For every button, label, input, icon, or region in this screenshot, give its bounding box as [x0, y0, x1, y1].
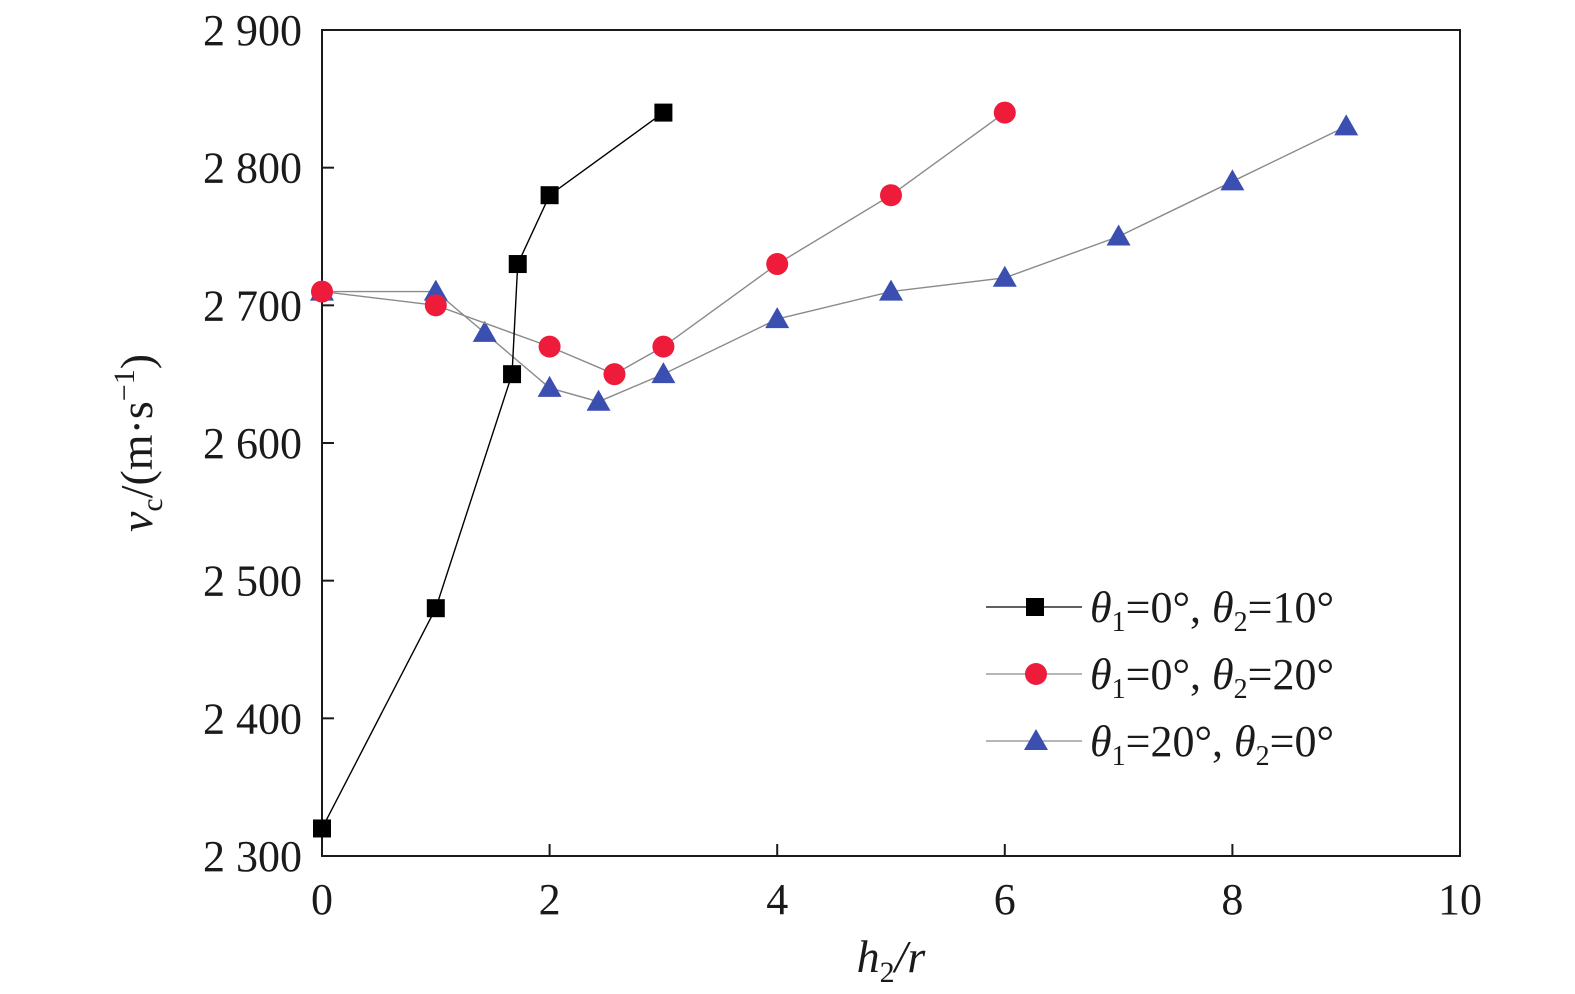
x-axis-ticks: 0 2 4 6 8 10	[311, 844, 1482, 924]
y-tick-label: 2 500	[203, 557, 302, 606]
data-point-square	[313, 819, 331, 838]
data-point-circle	[766, 253, 789, 276]
data-point-circle	[424, 294, 447, 317]
data-point-triangle	[537, 375, 562, 397]
data-point-triangle	[472, 320, 497, 342]
y-tick-label: 2 400	[203, 694, 302, 743]
data-point-triangle	[586, 389, 611, 411]
legend-marker-square	[1026, 598, 1044, 616]
series-line	[321, 112, 664, 829]
data-point-square	[426, 599, 445, 618]
legend-entry-series-2: θ1=0°, θ2=20°	[986, 650, 1334, 705]
x-tick-label: 8	[1221, 875, 1243, 924]
legend-marker-circle	[1025, 663, 1047, 685]
x-tick-label: 2	[539, 875, 561, 924]
y-tick-label: 2 900	[203, 6, 302, 55]
x-tick-label: 4	[766, 875, 788, 924]
series-line	[321, 112, 1006, 375]
legend-label-series-1: θ1=0°, θ2=10°	[1090, 583, 1334, 638]
series-line	[322, 125, 1347, 403]
data-point-triangle	[992, 265, 1017, 287]
series-2	[311, 101, 1016, 386]
legend-entry-series-1: θ1=0°, θ2=10°	[986, 583, 1334, 638]
data-point-triangle	[765, 307, 790, 329]
data-point-triangle	[423, 279, 448, 301]
data-point-triangle	[651, 362, 676, 384]
x-tick-label: 0	[311, 875, 333, 924]
data-point-triangle	[879, 279, 903, 301]
legend-entry-series-3: θ1=20°, θ2=0°	[986, 717, 1334, 772]
data-point-square	[654, 103, 673, 122]
data-point-circle	[311, 280, 333, 303]
legend-label-series-3: θ1=20°, θ2=0°	[1090, 717, 1334, 772]
data-point-circle	[538, 335, 561, 358]
data-point-circle	[603, 363, 626, 386]
data-point-square	[508, 255, 527, 274]
legend-label-series-2: θ1=0°, θ2=20°	[1090, 650, 1334, 705]
data-point-circle	[880, 184, 902, 207]
y-axis-label: vc/(m·s−1)	[108, 354, 169, 532]
data-point-square	[503, 365, 522, 384]
series-3	[310, 114, 1359, 411]
y-tick-label: 2 700	[203, 281, 302, 330]
data-point-triangle	[1220, 169, 1245, 191]
data-point-square	[540, 186, 559, 205]
legend-marker-triangle	[1024, 729, 1048, 750]
data-point-circle	[652, 335, 675, 358]
data-point-triangle	[1334, 114, 1359, 136]
y-tick-label: 2 300	[203, 832, 302, 881]
series-layer	[310, 101, 1359, 838]
y-axis-ticks: 2 300 2 400 2 500 2 600 2 700 2 800 2 900	[203, 6, 334, 881]
x-axis-label: h2/r	[857, 931, 927, 989]
y-tick-label: 2 600	[203, 419, 302, 468]
data-point-circle	[993, 101, 1016, 124]
y-tick-label: 2 800	[203, 144, 302, 193]
legend: θ1=0°, θ2=10° θ1=0°, θ2=20° θ1=20°, θ2=0…	[986, 583, 1334, 772]
x-tick-label: 10	[1438, 875, 1482, 924]
series-1	[313, 103, 673, 838]
x-tick-label: 6	[994, 875, 1016, 924]
data-point-triangle	[1106, 224, 1131, 246]
